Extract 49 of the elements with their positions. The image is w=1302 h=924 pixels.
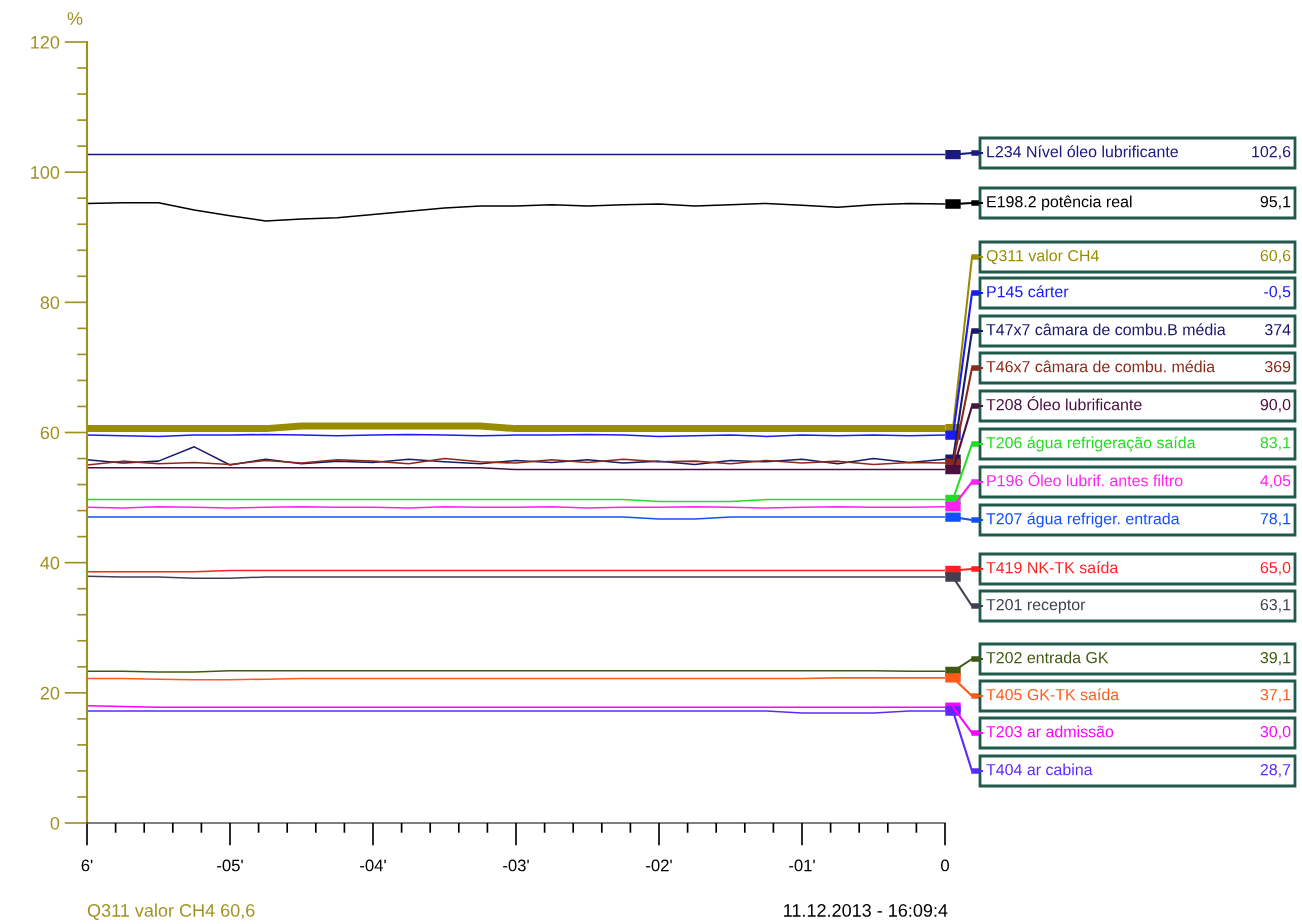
y-tick-label: 80 — [40, 296, 60, 310]
x-tick-label: -05' — [217, 859, 243, 872]
text: 65,0 — [1260, 561, 1291, 576]
x-tick-label: -02' — [646, 859, 672, 872]
text: 11.12.2013 - 16:09:4 — [784, 904, 948, 917]
y-tick-label: 20 — [40, 686, 60, 700]
legend-label: P145 cárter — [987, 285, 1069, 298]
x-tick-label: -04' — [360, 859, 386, 872]
x-tick-label: 0 — [941, 859, 949, 872]
legend-label: P196 Óleo lubrif. antes filtro — [987, 472, 1183, 487]
legend-label: T405 GK-TK saída — [986, 688, 1120, 701]
legend-label: E198.2 potência real — [987, 195, 1132, 211]
legend-label: T419 NK-TK saída — [986, 561, 1119, 574]
y-axis-title: % — [67, 12, 83, 25]
text: 60,6 — [1260, 249, 1291, 264]
text: 63,1 — [1260, 598, 1291, 613]
y-tick-label: 40 — [40, 556, 60, 570]
text: 37,1 — [1260, 688, 1291, 703]
text: 102,6 — [1252, 145, 1291, 160]
text: 30,0 — [1260, 725, 1291, 740]
legend-label: T47x7 câmara de combu.B média — [986, 323, 1226, 336]
text: 95,1 — [1260, 195, 1291, 210]
y-tick-label: 0 — [50, 816, 60, 830]
legend-label: L234 Nível óleo lubrificante — [987, 145, 1178, 158]
x-tick-label: -03' — [503, 859, 529, 872]
text: 83,1 — [1260, 436, 1291, 451]
legend-label: T203 ar admissão — [986, 725, 1114, 738]
legend-label: Q311 valor CH4 — [986, 249, 1099, 265]
text: -0,5 — [1264, 285, 1291, 300]
x-tick-label: 6' — [81, 859, 93, 872]
text: 28,7 — [1260, 763, 1291, 778]
text: 90,0 — [1260, 398, 1291, 413]
text: 369 — [1264, 360, 1291, 373]
legend-label: T208 Óleo lubrificante — [986, 396, 1142, 411]
text: 78,1 — [1260, 512, 1291, 527]
text: Q311 valor CH4 60,6 — [87, 903, 255, 921]
y-tick-label: 100 — [31, 166, 60, 179]
text: 4,05 — [1260, 474, 1291, 489]
legend-label: T201 receptor — [986, 598, 1086, 614]
y-tick-label: 120 — [31, 35, 60, 49]
legend-label: T404 ar cabina — [986, 763, 1093, 776]
x-tick-label: -01' — [789, 859, 815, 872]
text: 39,1 — [1260, 651, 1291, 666]
legend-label: T202 entrada GK — [986, 651, 1109, 664]
legend-label: T46x7 câmara de combu. média — [986, 360, 1216, 373]
text: 374 — [1264, 323, 1291, 336]
legend-label: T206 água refrigeração saída — [986, 436, 1196, 452]
legend-label: T207 água refriger. entrada — [986, 512, 1180, 528]
y-tick-label: 60 — [40, 426, 60, 440]
